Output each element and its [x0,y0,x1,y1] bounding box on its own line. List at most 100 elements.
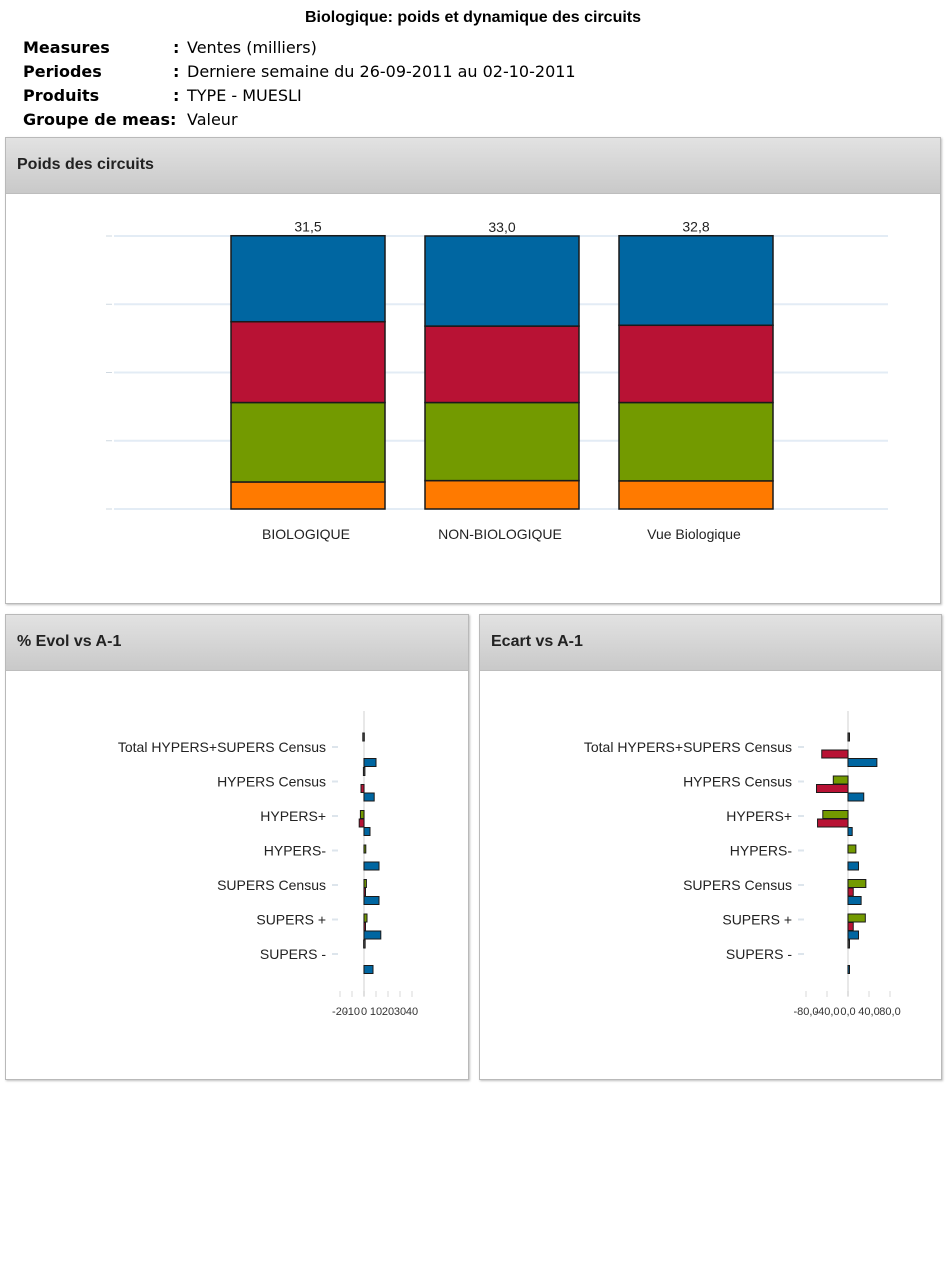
bar-segment [230,481,386,510]
bar [358,818,365,828]
data-label: 32,8 [682,219,709,235]
bar [847,939,850,949]
evol-chart: -20-10 0 10 20 30 40 Total HYPERS+SUPERS Censu… [118,711,418,1018]
bar [817,818,849,828]
x-tick-label: 80,0 [879,1006,900,1018]
meta-row-groupe: Groupe de meas: Valeur [23,110,576,134]
bar-segment [618,234,774,327]
bar-segment [424,401,580,482]
x-tick-label: -80,0 [793,1006,818,1018]
y-category-label: HYPERS- [264,843,327,859]
bar-segment [424,235,580,327]
evol-panel-header: % Evol vs A-1 [6,615,468,671]
bar [363,939,366,949]
bar [847,879,867,888]
x-tick-label: 20 [382,1006,394,1018]
poids-panel: Poids des circuits 9,929,129,631,5BIOLOG… [5,137,941,604]
bar [363,896,380,905]
y-category-label: HYPERS Census [683,774,792,790]
bar [821,749,849,759]
y-category-label: HYPERS- [730,843,793,859]
meta-colon: : [173,86,180,105]
y-category-label: SUPERS Census [683,877,792,893]
bar [360,784,365,793]
ecart-panel: Ecart vs A-1 -80,0 -40,0 0,0 40,0 80,0 Total … [479,614,942,1080]
ecart-panel-body: -80,0 -40,0 0,0 40,0 80,0 Total HYPERS+SUPERS… [480,671,941,1079]
report-parameters: Measures : Ventes (milliers) Periodes : … [23,38,576,134]
ecart-chart: -80,0-40,0 0,0 40,0 80,0 Total HYPERS+SUPERS… [584,711,901,1018]
x-tick-label: Vue Biologique [647,526,741,542]
y-category-label: Total HYPERS+SUPERS Census [118,739,326,755]
bar [847,758,878,767]
y-category-label: Total HYPERS+SUPERS Census [584,739,792,755]
ecart-panel-header: Ecart vs A-1 [480,615,941,671]
y-category-label: SUPERS Census [217,877,326,893]
bar [363,887,366,897]
bar [847,732,850,742]
data-label: 33,0 [488,219,515,235]
poids-panel-body: 9,929,129,631,5BIOLOGIQUE10,428,628,033,… [6,194,940,603]
y-category-label: HYPERS+ [260,808,326,824]
meta-row-periodes: Periodes : Derniere semaine du 26-09-201… [23,62,576,86]
poids-panel-header: Poids des circuits [6,138,940,194]
bar [847,922,854,931]
ecart-panel-title: Ecart vs A-1 [491,633,583,650]
meta-value: Derniere semaine du 26-09-2011 au 02-10-… [187,62,576,81]
poids-chart: 9,929,129,631,5BIOLOGIQUE10,428,628,033,… [106,219,888,542]
page-title: Biologique: poids et dynamique des circu… [304,9,642,26]
meta-colon [173,110,187,134]
bar [359,810,365,819]
evol-panel-title: % Evol vs A-1 [17,633,122,650]
bar [847,827,853,836]
meta-colon: : [173,38,180,57]
bar [847,930,859,940]
x-tick-label: BIOLOGIQUE [262,526,350,542]
data-label: 31,5 [294,219,321,235]
y-category-label: HYPERS+ [726,808,792,824]
y-category-label: HYPERS Census [217,774,326,790]
bar [363,792,375,802]
bar [847,913,866,923]
evol-panel: % Evol vs A-1 -20 -10 0 10 20 30 40 Total HYPER… [5,614,469,1080]
x-tick-label: -40,0 [814,1006,839,1018]
bar [816,784,849,793]
poids-panel-title: Poids des circuits [17,156,154,173]
bar [363,844,367,854]
y-category-label: SUPERS - [260,946,326,962]
x-tick-label: NON-BIOLOGIQUE [438,526,562,542]
x-tick-label: 0,0 [840,1006,855,1018]
meta-value: Ventes (milliers) [187,38,317,57]
meta-colon: : [173,62,180,81]
bar-segment [618,324,774,404]
bar [363,827,371,836]
bar [363,965,374,974]
bar [363,922,366,931]
meta-key: Measures [23,38,110,57]
meta-key: Groupe de meas: [23,110,177,129]
bar [847,896,862,905]
bar [362,767,366,776]
bar-segment [618,480,774,510]
bar [847,861,859,871]
bar [363,930,382,940]
y-category-label: SUPERS + [722,912,792,928]
meta-value: TYPE - MUESLI [187,86,302,105]
bar-segment [230,320,386,404]
x-tick-label: 0 [361,1006,367,1018]
bar [832,775,849,785]
bar-segment [618,401,774,482]
x-tick-label: -10 [344,1006,360,1018]
bar [363,758,377,767]
bar-segment [230,401,386,483]
evol-panel-body: -20 -10 0 10 20 30 40 Total HYPERS+SUPERS Censu… [6,671,468,1079]
meta-value: Valeur [187,110,238,129]
meta-key: Produits [23,86,100,105]
bar [847,887,854,897]
bar [362,732,365,742]
x-tick-label: -20 [332,1006,348,1018]
meta-key: Periodes [23,62,102,81]
y-category-label: SUPERS + [256,912,326,928]
bar-segment [230,234,386,323]
y-category-label: SUPERS - [726,946,792,962]
x-tick-label: 30 [394,1006,406,1018]
